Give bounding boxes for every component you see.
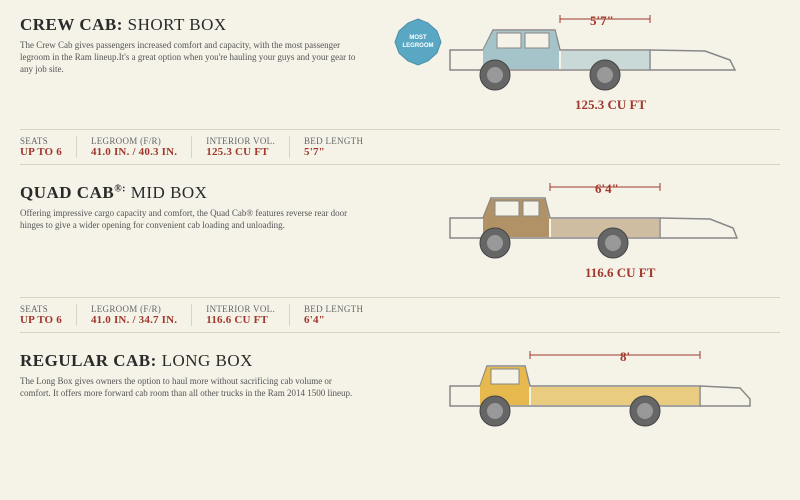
title-light: LONG BOX [162,351,253,370]
bed-length-label: 6'4" [595,181,619,197]
spec-interior-vol: INTERIOR VOL. 125.3 CU FT [192,136,290,158]
truck-illustration-quad: 6'4" 116.6 CU FT [445,183,780,293]
volume-label: 116.6 CU FT [585,265,655,281]
variant-title: CREW CAB: SHORT BOX [20,15,390,35]
header-row: REGULAR CAB: LONG BOX The Long Box gives… [20,351,780,461]
title-strong: QUAD CAB [20,183,114,202]
registered-mark: ®: [114,183,126,194]
text-column: REGULAR CAB: LONG BOX The Long Box gives… [20,351,390,409]
volume-label: 125.3 CU FT [575,97,646,113]
spec-label: LEGROOM (F/R) [91,304,177,314]
truck-svg-regular [445,351,755,436]
variant-regular-cab: REGULAR CAB: LONG BOX The Long Box gives… [20,351,780,461]
badge-container-empty [390,183,445,185]
variant-description: Offering impressive cargo capacity and c… [20,207,360,231]
truck-illustration-crew: 5'7" [445,15,780,125]
variant-description: The Crew Cab gives passengers increased … [20,39,360,75]
spec-label: SEATS [20,304,62,314]
badge-text-2: LEGROOM [402,43,433,49]
spec-interior-vol: INTERIOR VOL. 116.6 CU FT [192,304,290,326]
badge-text-1: MOST [409,35,427,41]
bed-length-label: 8' [620,349,630,365]
bed-length-label: 5'7" [590,13,614,29]
specs-row: SEATS UP TO 6 LEGROOM (F/R) 41.0 IN. / 4… [20,129,780,165]
spec-bed-length: BED LENGTH 5'7" [290,136,377,158]
text-column: QUAD CAB®: MID BOX Offering impressive c… [20,183,390,241]
spec-label: INTERIOR VOL. [206,136,275,146]
spec-label: SEATS [20,136,62,146]
title-strong: CREW CAB: [20,15,123,34]
header-row: CREW CAB: SHORT BOX The Crew Cab gives p… [20,15,780,125]
spec-bed-length: BED LENGTH 6'4" [290,304,377,326]
variant-quad-cab: QUAD CAB®: MID BOX Offering impressive c… [20,183,780,333]
title-light: MID BOX [131,183,208,202]
spec-label: INTERIOR VOL. [206,304,275,314]
spec-value: 5'7" [304,146,363,158]
badge-container-empty [390,351,445,353]
variant-crew-cab: CREW CAB: SHORT BOX The Crew Cab gives p… [20,15,780,165]
specs-row: SEATS UP TO 6 LEGROOM (F/R) 41.0 IN. / 3… [20,297,780,333]
header-row: QUAD CAB®: MID BOX Offering impressive c… [20,183,780,293]
spec-value: 125.3 CU FT [206,146,275,158]
spec-label: LEGROOM (F/R) [91,136,177,146]
spec-value: 41.0 IN. / 40.3 IN. [91,146,177,158]
title-strong: REGULAR CAB: [20,351,157,370]
spec-seats: SEATS UP TO 6 [20,304,77,326]
badge-container: MOST LEGROOM [390,15,445,67]
spec-legroom: LEGROOM (F/R) 41.0 IN. / 34.7 IN. [77,304,192,326]
spec-label: BED LENGTH [304,304,363,314]
spec-value: 6'4" [304,314,363,326]
spec-seats: SEATS UP TO 6 [20,136,77,158]
truck-illustration-regular: 8' [445,351,780,461]
spec-value: UP TO 6 [20,314,62,326]
spec-label: BED LENGTH [304,136,363,146]
spec-legroom: LEGROOM (F/R) 41.0 IN. / 40.3 IN. [77,136,192,158]
variant-title: REGULAR CAB: LONG BOX [20,351,390,371]
text-column: CREW CAB: SHORT BOX The Crew Cab gives p… [20,15,390,85]
variant-title: QUAD CAB®: MID BOX [20,183,390,203]
spec-value: 116.6 CU FT [206,314,275,326]
spec-value: UP TO 6 [20,146,62,158]
spec-value: 41.0 IN. / 34.7 IN. [91,314,177,326]
most-legroom-badge: MOST LEGROOM [393,17,443,67]
title-light: SHORT BOX [128,15,227,34]
variant-description: The Long Box gives owners the option to … [20,375,360,399]
